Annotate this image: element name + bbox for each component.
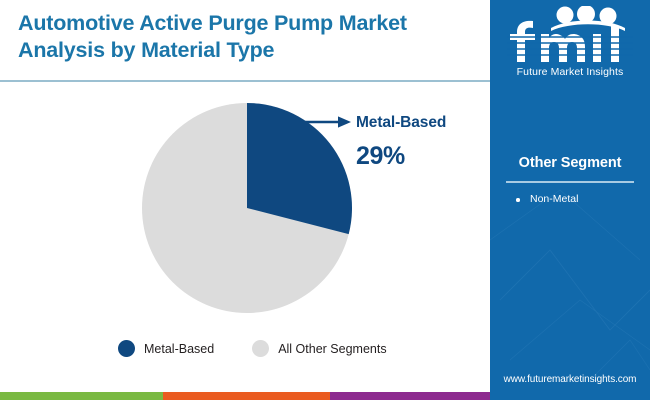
chart-legend: Metal-Based All Other Segments	[118, 340, 387, 357]
arrow-right-icon	[301, 116, 351, 128]
fmi-logo-icon	[507, 6, 633, 62]
website-url[interactable]: www.futuremarketinsights.com	[503, 374, 637, 385]
title-divider	[0, 80, 490, 82]
pie-chart-svg	[142, 103, 352, 313]
legend-label: All Other Segments	[278, 341, 387, 356]
fmi-logo[interactable]: Future Market Insights	[490, 6, 650, 78]
legend-item-all-other-segments[interactable]: All Other Segments	[252, 340, 387, 357]
legend-label: Metal-Based	[144, 341, 215, 356]
pie-chart	[142, 103, 352, 313]
pie-slice-metal-based[interactable]	[247, 103, 352, 235]
circle-icon	[118, 340, 135, 357]
page-title: Automotive Active Purge Pump Market Anal…	[18, 11, 407, 63]
other-segment-list: Non-Metal	[514, 192, 644, 208]
bar-segment-green	[0, 392, 163, 400]
callout-value: 29%	[356, 142, 405, 170]
circle-icon	[252, 340, 270, 357]
bottom-color-bar	[0, 392, 490, 400]
other-segment-heading: Other Segment	[518, 155, 622, 171]
bar-segment-orange	[163, 392, 330, 400]
bar-segment-purple	[330, 392, 490, 400]
main-content-pane: Automotive Active Purge Pump Market Anal…	[0, 11, 490, 400]
legend-item-metal-based[interactable]: Metal-Based	[118, 340, 214, 357]
logo-tagline: Future Market Insights	[516, 66, 624, 78]
panel-divider	[506, 181, 634, 183]
callout-label: Metal-Based	[356, 114, 447, 131]
list-item: Non-Metal	[514, 192, 644, 208]
brand-sidebar: Future Market Insights Other Segment Non…	[490, 0, 650, 400]
